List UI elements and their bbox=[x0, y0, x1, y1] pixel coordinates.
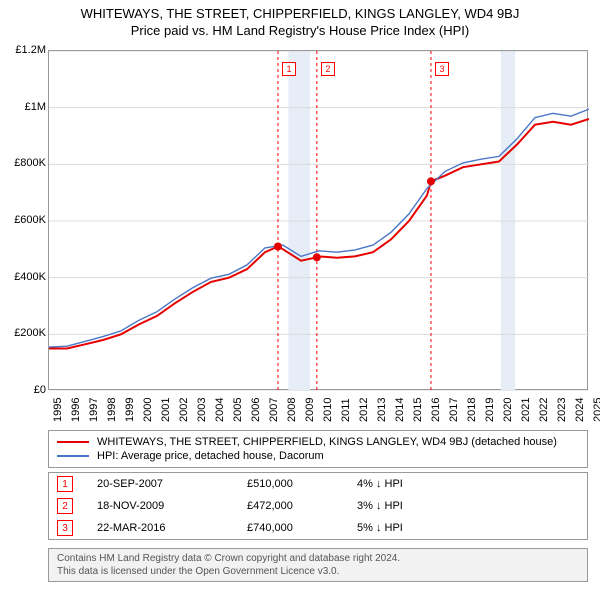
chart-marker-label: 2 bbox=[321, 62, 335, 76]
x-tick-label: 2021 bbox=[520, 398, 532, 422]
x-tick-label: 2015 bbox=[412, 398, 424, 422]
y-tick-label: £800K bbox=[14, 157, 46, 169]
transaction-date: 18-NOV-2009 bbox=[97, 500, 247, 512]
transaction-marker: 3 bbox=[57, 520, 73, 536]
legend-label: HPI: Average price, detached house, Daco… bbox=[97, 450, 324, 462]
x-tick-label: 2006 bbox=[250, 398, 262, 422]
title-subtitle: Price paid vs. HM Land Registry's House … bbox=[0, 23, 600, 40]
x-tick-label: 1995 bbox=[52, 398, 64, 422]
x-tick-label: 2024 bbox=[574, 398, 586, 422]
x-tick-label: 2022 bbox=[538, 398, 550, 422]
footer-line2: This data is licensed under the Open Gov… bbox=[57, 565, 579, 578]
x-tick-label: 2020 bbox=[502, 398, 514, 422]
legend-row: HPI: Average price, detached house, Daco… bbox=[57, 449, 579, 463]
x-tick-label: 2012 bbox=[358, 398, 370, 422]
transaction-price: £740,000 bbox=[247, 522, 357, 534]
transaction-row: 1 20-SEP-2007£510,0004% ↓ HPI bbox=[49, 473, 587, 495]
y-tick-label: £1.2M bbox=[15, 44, 46, 56]
transaction-price: £472,000 bbox=[247, 500, 357, 512]
y-tick-label: £200K bbox=[14, 327, 46, 339]
chart-marker-label: 3 bbox=[435, 62, 449, 76]
x-tick-label: 2001 bbox=[160, 398, 172, 422]
x-tick-label: 2011 bbox=[340, 398, 352, 422]
x-tick-label: 1998 bbox=[106, 398, 118, 422]
x-tick-label: 2018 bbox=[466, 398, 478, 422]
transaction-date: 22-MAR-2016 bbox=[97, 522, 247, 534]
x-tick-label: 2013 bbox=[376, 398, 388, 422]
y-tick-label: £400K bbox=[14, 271, 46, 283]
x-tick-label: 2003 bbox=[196, 398, 208, 422]
x-tick-label: 2008 bbox=[286, 398, 298, 422]
x-tick-label: 2014 bbox=[394, 398, 406, 422]
x-tick-label: 2002 bbox=[178, 398, 190, 422]
footer-line1: Contains HM Land Registry data © Crown c… bbox=[57, 552, 579, 565]
y-tick-label: £600K bbox=[14, 214, 46, 226]
x-tick-label: 2019 bbox=[484, 398, 496, 422]
transaction-price: £510,000 bbox=[247, 478, 357, 490]
chart-svg bbox=[49, 51, 589, 391]
legend-label: WHITEWAYS, THE STREET, CHIPPERFIELD, KIN… bbox=[97, 436, 557, 448]
x-tick-label: 2009 bbox=[304, 398, 316, 422]
x-tick-label: 2000 bbox=[142, 398, 154, 422]
legend-swatch bbox=[57, 455, 89, 456]
transaction-marker: 1 bbox=[57, 476, 73, 492]
legend-swatch bbox=[57, 441, 89, 443]
x-tick-label: 1997 bbox=[88, 398, 100, 422]
transaction-date: 20-SEP-2007 bbox=[97, 478, 247, 490]
transaction-pct: 4% ↓ HPI bbox=[357, 478, 497, 490]
transaction-row: 3 22-MAR-2016£740,0005% ↓ HPI bbox=[49, 517, 587, 539]
x-tick-label: 2010 bbox=[322, 398, 334, 422]
x-tick-label: 2025 bbox=[592, 398, 600, 422]
y-tick-label: £0 bbox=[34, 384, 46, 396]
y-tick-label: £1M bbox=[25, 101, 46, 113]
legend-box: WHITEWAYS, THE STREET, CHIPPERFIELD, KIN… bbox=[48, 430, 588, 468]
transaction-pct: 3% ↓ HPI bbox=[357, 500, 497, 512]
chart-plot-area bbox=[48, 50, 588, 390]
transactions-table: 1 20-SEP-2007£510,0004% ↓ HPI 2 18-NOV-2009… bbox=[48, 472, 588, 540]
footer-attribution: Contains HM Land Registry data © Crown c… bbox=[48, 548, 588, 582]
legend-row: WHITEWAYS, THE STREET, CHIPPERFIELD, KIN… bbox=[57, 435, 579, 449]
title-address: WHITEWAYS, THE STREET, CHIPPERFIELD, KIN… bbox=[0, 6, 600, 23]
x-tick-label: 2004 bbox=[214, 398, 226, 422]
chart-marker-label: 1 bbox=[282, 62, 296, 76]
x-tick-label: 2005 bbox=[232, 398, 244, 422]
x-tick-label: 2023 bbox=[556, 398, 568, 422]
x-tick-label: 1999 bbox=[124, 398, 136, 422]
x-tick-label: 1996 bbox=[70, 398, 82, 422]
chart-container: WHITEWAYS, THE STREET, CHIPPERFIELD, KIN… bbox=[0, 0, 600, 590]
transaction-pct: 5% ↓ HPI bbox=[357, 522, 497, 534]
transaction-marker: 2 bbox=[57, 498, 73, 514]
title-block: WHITEWAYS, THE STREET, CHIPPERFIELD, KIN… bbox=[0, 0, 600, 42]
x-tick-label: 2007 bbox=[268, 398, 280, 422]
x-tick-label: 2017 bbox=[448, 398, 460, 422]
x-tick-label: 2016 bbox=[430, 398, 442, 422]
transaction-row: 2 18-NOV-2009£472,0003% ↓ HPI bbox=[49, 495, 587, 517]
